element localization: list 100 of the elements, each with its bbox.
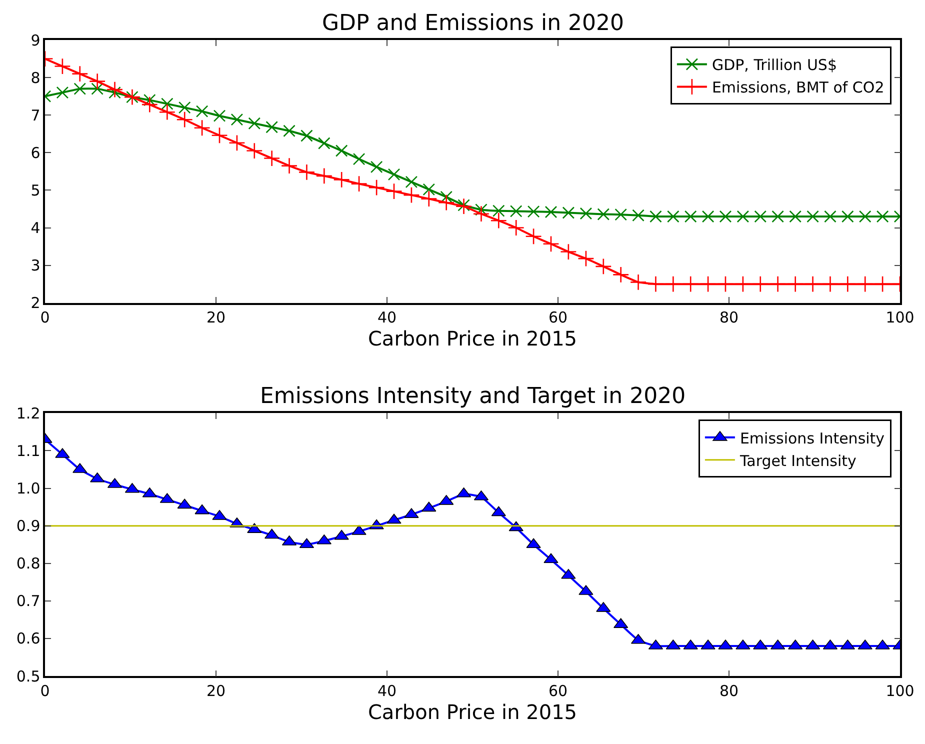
point (544, 206, 558, 218)
point (335, 144, 348, 157)
point (472, 206, 490, 222)
point (194, 120, 210, 136)
y-tick-label: 0.9 (16, 517, 40, 536)
point (298, 164, 316, 181)
point (403, 186, 420, 204)
point (283, 124, 296, 138)
point (54, 58, 71, 75)
point (228, 134, 246, 152)
point (561, 568, 576, 579)
point (614, 208, 627, 221)
point (88, 72, 106, 90)
point (422, 502, 436, 512)
point (108, 86, 121, 99)
point (789, 210, 802, 223)
point (842, 210, 854, 223)
x-tick-label: 80 (719, 682, 739, 700)
point (525, 228, 542, 245)
point (667, 210, 680, 223)
legend-label: Emissions Intensity (740, 429, 885, 448)
x-tick-label: 40 (377, 682, 397, 700)
point (318, 137, 330, 150)
x-tick-label: 80 (719, 308, 739, 327)
point (455, 198, 472, 215)
point (368, 179, 385, 196)
y-tick-label: 9 (30, 31, 40, 50)
point (804, 276, 822, 292)
point (544, 553, 558, 564)
point (74, 82, 86, 95)
chart-title: GDP and Emissions in 2020 (322, 11, 624, 36)
point (682, 276, 699, 292)
point (874, 276, 891, 292)
y-tick-label: 3 (30, 256, 40, 275)
point (158, 104, 176, 120)
point (246, 142, 263, 160)
chart-title: Emissions Intensity and Target in 2020 (260, 384, 686, 409)
point (876, 210, 889, 223)
point (144, 94, 156, 106)
point (106, 81, 124, 98)
point (647, 276, 664, 292)
point (91, 82, 104, 95)
point (334, 530, 349, 540)
y-tick-label: 0.8 (16, 554, 40, 573)
point (248, 117, 261, 130)
point (213, 110, 226, 122)
point (719, 210, 732, 223)
y-tick-label: 1.1 (16, 442, 40, 460)
point (542, 236, 560, 252)
point (386, 514, 402, 524)
point (560, 243, 577, 260)
point (734, 276, 752, 292)
point (177, 498, 192, 509)
point (266, 120, 278, 134)
x-tick-label: 20 (206, 682, 226, 700)
y-tick-label: 5 (30, 181, 40, 200)
x-axis-title: Carbon Price in 2015 (368, 326, 578, 351)
point (492, 204, 505, 217)
point (333, 171, 350, 188)
point (702, 210, 714, 223)
point (300, 130, 313, 142)
point (280, 157, 298, 174)
point (90, 472, 105, 482)
point (211, 127, 228, 144)
point (684, 210, 697, 223)
point (370, 160, 383, 174)
y-tick-label: 1.2 (16, 404, 40, 422)
point (316, 168, 333, 184)
y-tick-label: 7 (30, 106, 40, 124)
x-tick-label: 60 (548, 682, 568, 700)
y-tick-label: 0.5 (16, 667, 40, 686)
point (388, 168, 400, 181)
point (405, 176, 418, 188)
x-tick-label: 100 (886, 682, 914, 700)
point (580, 207, 592, 220)
point (386, 182, 402, 200)
point (490, 212, 508, 229)
legend-label: Emissions, BMT of CO2 (712, 78, 884, 97)
point (475, 204, 488, 216)
point (824, 210, 836, 223)
point (856, 276, 874, 292)
y-tick-label: 0.6 (16, 630, 40, 648)
x-tick-label: 60 (548, 308, 568, 327)
point (858, 210, 872, 223)
point (595, 258, 612, 275)
point (264, 528, 280, 539)
point (630, 274, 647, 291)
point (650, 210, 662, 223)
point (72, 65, 88, 82)
point (510, 205, 522, 218)
point (822, 276, 839, 292)
point (491, 506, 506, 516)
point (769, 276, 786, 292)
point (56, 86, 69, 99)
point (717, 276, 734, 292)
point (527, 205, 540, 218)
y-tick-label: 1.0 (16, 480, 40, 498)
point (350, 175, 368, 192)
point (736, 210, 750, 223)
point (700, 276, 716, 292)
